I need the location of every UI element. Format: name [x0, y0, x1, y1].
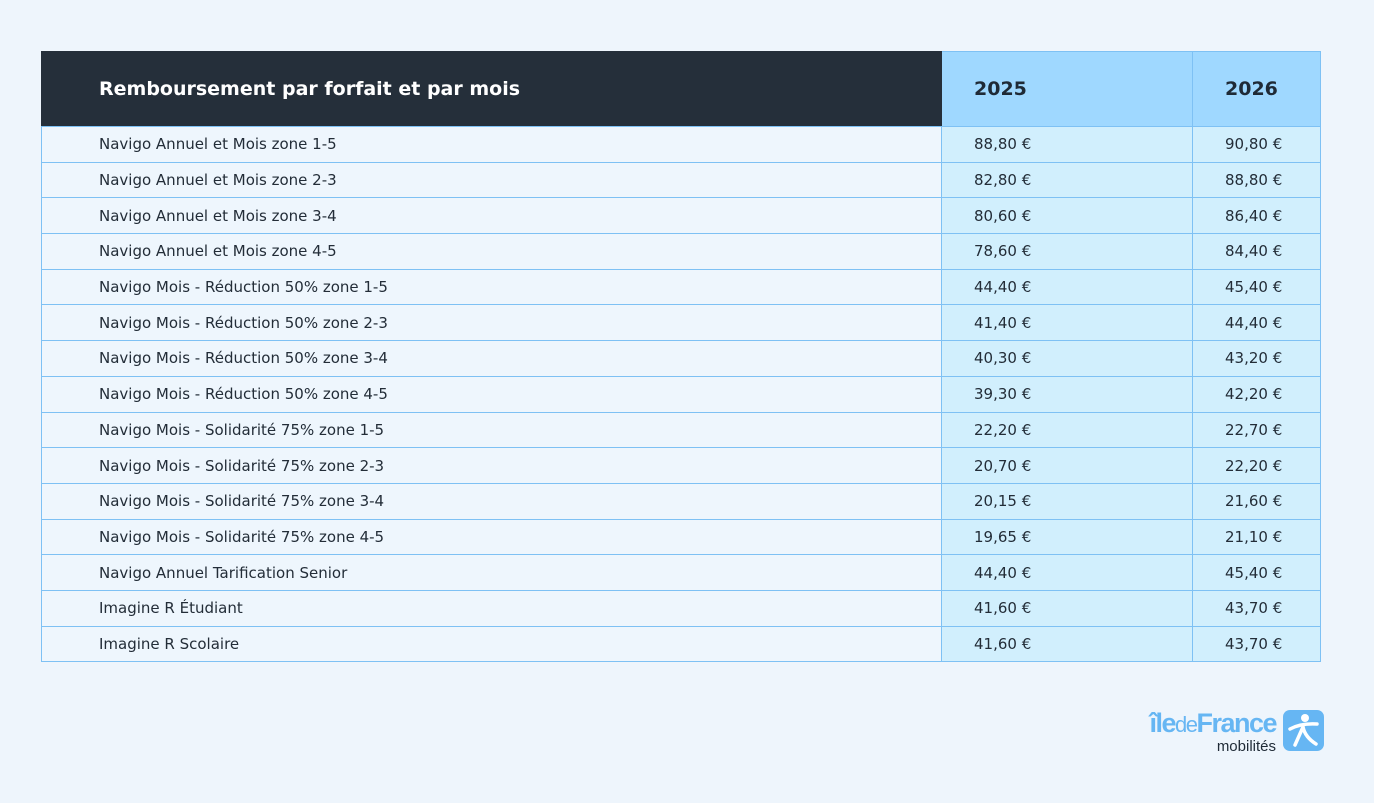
- value-2025: 19,65 €: [941, 518, 1193, 556]
- value-2025: 20,15 €: [941, 482, 1193, 520]
- value-2026: 42,20 €: [1192, 375, 1321, 413]
- row-label: Navigo Mois - Solidarité 75% zone 1-5: [41, 411, 942, 449]
- row-label: Navigo Mois - Solidarité 75% zone 3-4: [41, 482, 942, 520]
- value-2026: 45,40 €: [1192, 268, 1321, 306]
- value-2025: 88,80 €: [941, 126, 1193, 163]
- row-label: Navigo Annuel et Mois zone 1-5: [41, 126, 942, 163]
- value-2025: 22,20 €: [941, 411, 1193, 449]
- row-label: Navigo Mois - Solidarité 75% zone 4-5: [41, 518, 942, 556]
- value-2025: 44,40 €: [941, 554, 1193, 591]
- row-label: Imagine R Scolaire: [41, 625, 942, 663]
- table-row: Imagine R Scolaire 41,60 €43,70 €: [41, 625, 1321, 663]
- row-label: Navigo Mois - Solidarité 75% zone 2-3: [41, 447, 942, 484]
- table-header-row: Remboursement par forfait et par mois 20…: [41, 51, 1321, 127]
- table-row: Navigo Annuel et Mois zone 4-5 78,60 €84,…: [41, 233, 1321, 270]
- row-label: Navigo Mois - Réduction 50% zone 1-5: [41, 268, 942, 306]
- value-2026: 45,40 €: [1192, 554, 1321, 591]
- row-label: Navigo Annuel et Mois zone 2-3: [41, 161, 942, 199]
- header-year-2025: 2025: [941, 51, 1193, 127]
- value-2025: 40,30 €: [941, 340, 1193, 377]
- value-2025: 41,60 €: [941, 589, 1193, 627]
- row-label: Navigo Mois - Réduction 50% zone 2-3: [41, 304, 942, 342]
- value-2026: 43,70 €: [1192, 625, 1321, 663]
- table-row: Navigo Mois - Solidarité 75% zone 1-5 22,…: [41, 411, 1321, 449]
- table-row: Navigo Mois - Solidarité 75% zone 3-4 20,…: [41, 482, 1321, 520]
- value-2026: 22,20 €: [1192, 447, 1321, 484]
- value-2026: 21,10 €: [1192, 518, 1321, 556]
- value-2026: 21,60 €: [1192, 482, 1321, 520]
- table-row: Navigo Annuel et Mois zone 2-3 82,80 €88,…: [41, 161, 1321, 199]
- table-row: Navigo Annuel et Mois zone 1-5 88,80 €90,…: [41, 126, 1321, 163]
- table-row: Navigo Mois - Réduction 50% zone 2-3 41,4…: [41, 304, 1321, 342]
- value-2026: 84,40 €: [1192, 233, 1321, 270]
- row-label: Imagine R Étudiant: [41, 589, 942, 627]
- table-row: Navigo Annuel et Mois zone 3-4 80,60 €86,…: [41, 197, 1321, 235]
- row-label: Navigo Annuel Tarification Senior: [41, 554, 942, 591]
- value-2025: 78,60 €: [941, 233, 1193, 270]
- value-2025: 20,70 €: [941, 447, 1193, 484]
- table-row: Navigo Mois - Solidarité 75% zone 2-3 20,…: [41, 447, 1321, 484]
- value-2025: 44,40 €: [941, 268, 1193, 306]
- row-label: Navigo Annuel et Mois zone 4-5: [41, 233, 942, 270]
- row-label: Navigo Annuel et Mois zone 3-4: [41, 197, 942, 235]
- value-2025: 80,60 €: [941, 197, 1193, 235]
- header-year-2026: 2026: [1192, 51, 1321, 127]
- value-2026: 22,70 €: [1192, 411, 1321, 449]
- value-2026: 88,80 €: [1192, 161, 1321, 199]
- row-label: Navigo Mois - Réduction 50% zone 4-5: [41, 375, 942, 413]
- value-2026: 90,80 €: [1192, 126, 1321, 163]
- header-label: Remboursement par forfait et par mois: [41, 51, 942, 127]
- table-row: Navigo Mois - Réduction 50% zone 3-4 40,3…: [41, 340, 1321, 377]
- table-row: Navigo Mois - Réduction 50% zone 4-5 39,3…: [41, 375, 1321, 413]
- table-row: Navigo Mois - Solidarité 75% zone 4-5 19,…: [41, 518, 1321, 556]
- value-2026: 43,70 €: [1192, 589, 1321, 627]
- table-row: Imagine R Étudiant 41,60 €43,70 €: [41, 589, 1321, 627]
- table-row: Navigo Mois - Réduction 50% zone 1-5 44,4…: [41, 268, 1321, 306]
- row-label: Navigo Mois - Réduction 50% zone 3-4: [41, 340, 942, 377]
- value-2026: 43,20 €: [1192, 340, 1321, 377]
- value-2025: 82,80 €: [941, 161, 1193, 199]
- value-2025: 41,60 €: [941, 625, 1193, 663]
- ile-de-france-mobilites-logo: îledeFrance mobilités: [1114, 709, 1324, 755]
- value-2025: 39,30 €: [941, 375, 1193, 413]
- value-2026: 44,40 €: [1192, 304, 1321, 342]
- table-row: Navigo Annuel Tarification Senior 44,40 €…: [41, 554, 1321, 591]
- value-2026: 86,40 €: [1192, 197, 1321, 235]
- person-walking-icon: [1283, 710, 1324, 751]
- reimbursement-table: Remboursement par forfait et par mois 20…: [41, 51, 1321, 663]
- value-2025: 41,40 €: [941, 304, 1193, 342]
